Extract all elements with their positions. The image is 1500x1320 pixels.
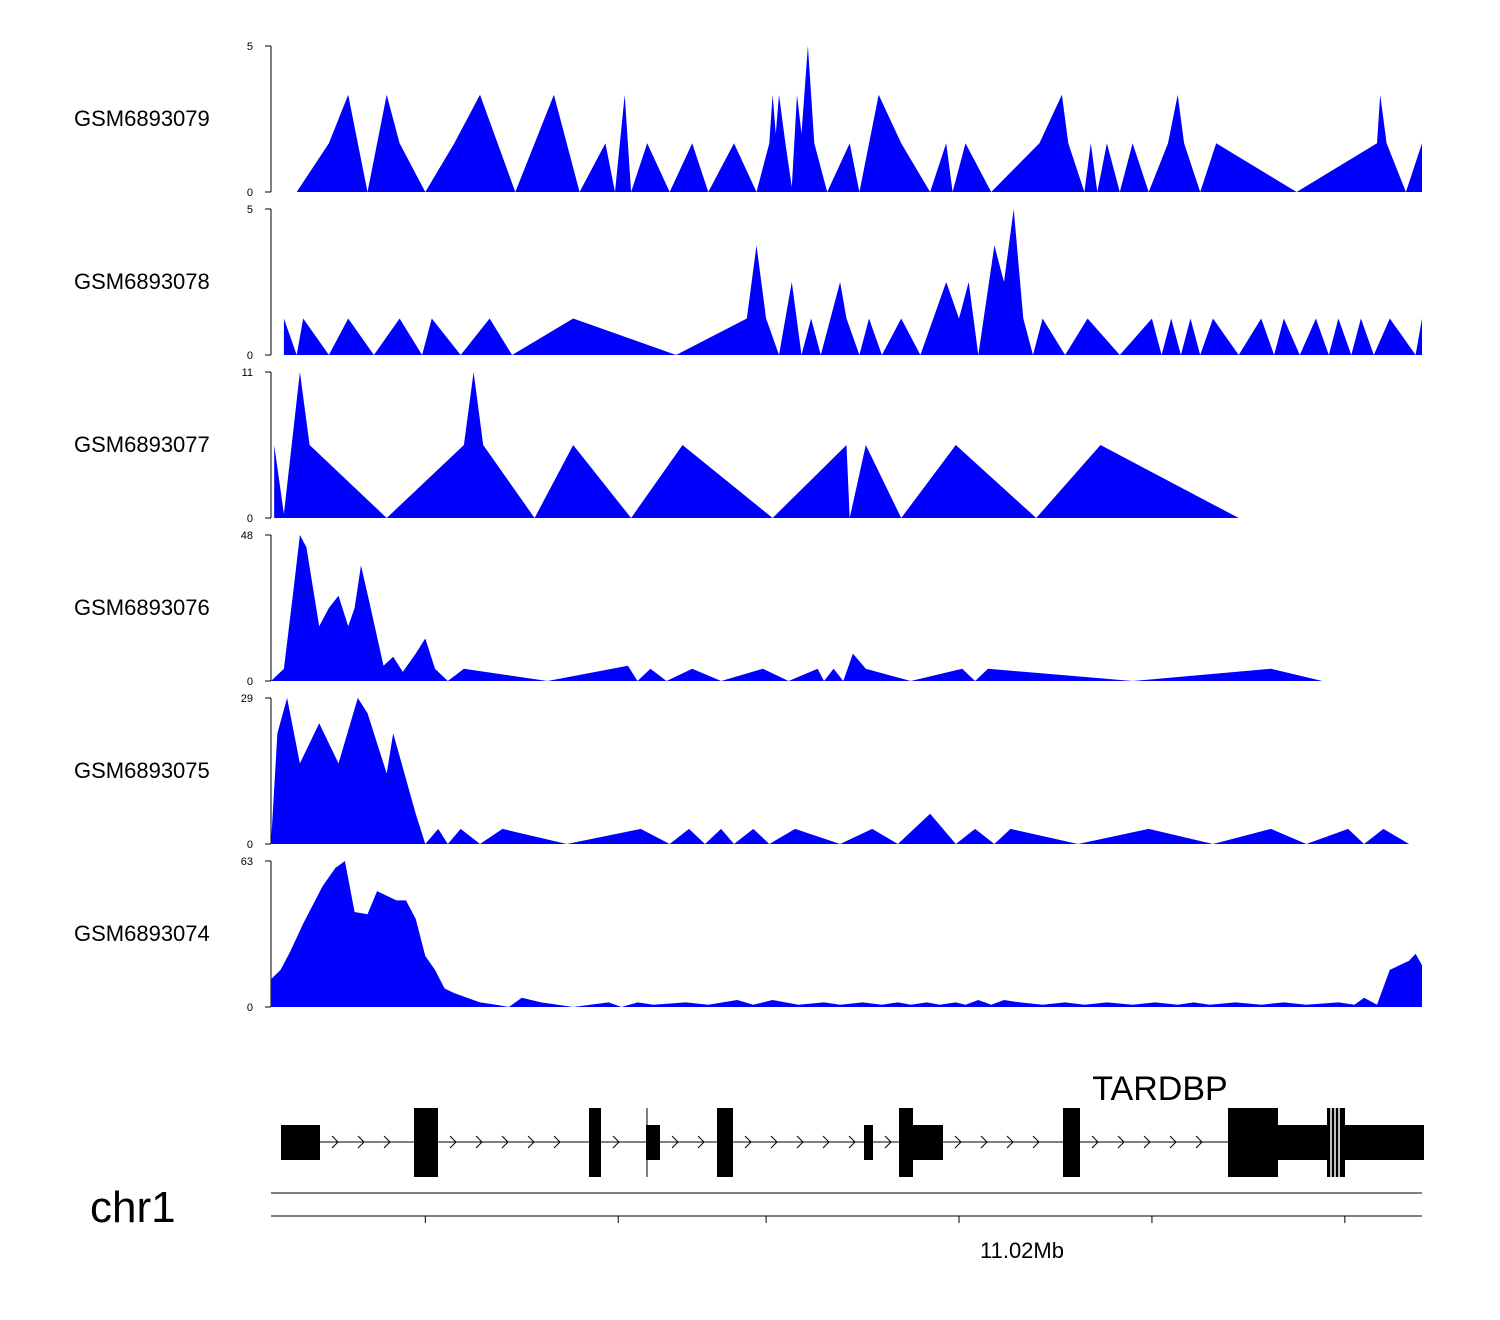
- y-tick-label-min: 0: [247, 1002, 253, 1014]
- y-tick-label-max: 63: [241, 856, 253, 868]
- exon-box: [1327, 1108, 1345, 1177]
- track-GSM6893075: GSM6893075 29 0: [74, 693, 1410, 851]
- gene-model: TARDBP: [281, 1070, 1424, 1177]
- y-tick-label-min: 0: [247, 350, 253, 362]
- signal-tracks: GSM689307950GSM689307850GSM6893077110GSM…: [74, 41, 1423, 1014]
- y-tick-label-min: 0: [247, 676, 253, 688]
- intron-arrow: [848, 1135, 856, 1149]
- exon-box: [899, 1108, 913, 1177]
- intron-arrow: [501, 1135, 509, 1149]
- y-tick-label-max: 11: [242, 367, 253, 379]
- intron-direction-arrows: [331, 1135, 1203, 1149]
- exon-box: [1278, 1125, 1424, 1160]
- exon-box: [1063, 1108, 1080, 1177]
- coordinate-tick-label: 11.02Mb: [980, 1238, 1064, 1263]
- exon-box: [281, 1125, 309, 1160]
- intron-arrow: [331, 1135, 339, 1149]
- exon-box: [717, 1108, 733, 1177]
- track-GSM6893076: GSM6893076 48 0: [74, 530, 1323, 688]
- track-label: GSM6893078: [74, 269, 210, 294]
- intron-arrow: [770, 1135, 778, 1149]
- track-label: GSM6893076: [74, 595, 210, 620]
- chromosome-axis: chr1 11.02Mb: [90, 1183, 1422, 1263]
- intron-arrow: [796, 1135, 804, 1149]
- track-label: GSM6893079: [74, 106, 210, 131]
- exon-box: [414, 1108, 438, 1177]
- exon-box: [646, 1125, 660, 1160]
- track-GSM6893079: GSM6893079 5 0: [74, 41, 1423, 199]
- signal-area: [271, 535, 1323, 681]
- track-label: GSM6893075: [74, 758, 210, 783]
- intron-arrow: [357, 1135, 365, 1149]
- exon-box: [864, 1125, 873, 1160]
- intron-arrow: [1032, 1135, 1040, 1149]
- exon-boxes: [281, 1108, 1424, 1177]
- gene-name-label: TARDBP: [1092, 1070, 1227, 1108]
- intron-arrow: [612, 1135, 620, 1149]
- track-GSM6893078: GSM6893078 5 0: [74, 204, 1422, 362]
- intron-arrow: [697, 1135, 705, 1149]
- intron-arrow: [822, 1135, 830, 1149]
- intron-arrow: [475, 1135, 483, 1149]
- track-label: GSM6893077: [74, 432, 210, 457]
- intron-arrow: [1169, 1135, 1177, 1149]
- y-tick-label-min: 0: [247, 187, 253, 199]
- intron-arrow: [527, 1135, 535, 1149]
- signal-area: [283, 209, 1422, 355]
- y-tick-label-max: 5: [247, 204, 253, 216]
- coordinate-ticks: [424, 1216, 1346, 1223]
- y-tick-label-min: 0: [247, 513, 253, 525]
- y-tick-label-max: 48: [241, 530, 253, 542]
- track-label: GSM6893074: [74, 921, 210, 946]
- intron-arrow: [980, 1135, 988, 1149]
- y-tick-label-min: 0: [247, 839, 253, 851]
- signal-area: [271, 698, 1410, 844]
- intron-arrow: [884, 1135, 892, 1149]
- exon-box: [913, 1125, 943, 1160]
- intron-arrow: [1006, 1135, 1014, 1149]
- signal-area: [274, 372, 1239, 518]
- exon-box: [1228, 1108, 1278, 1177]
- signal-area: [296, 46, 1423, 192]
- intron-arrow: [1091, 1135, 1099, 1149]
- intron-arrow: [1143, 1135, 1151, 1149]
- intron-arrow: [383, 1135, 391, 1149]
- y-tick-label-max: 5: [247, 41, 253, 53]
- intron-arrow: [449, 1135, 457, 1149]
- intron-arrow: [1117, 1135, 1125, 1149]
- chromosome-label: chr1: [90, 1183, 176, 1232]
- signal-area: [271, 861, 1422, 1007]
- y-tick-label-max: 29: [241, 693, 253, 705]
- intron-arrow: [1195, 1135, 1203, 1149]
- intron-arrow: [553, 1135, 561, 1149]
- intron-arrow: [744, 1135, 752, 1149]
- intron-arrow: [954, 1135, 962, 1149]
- exon-box: [589, 1108, 601, 1177]
- track-GSM6893077: GSM6893077 11 0: [74, 367, 1239, 525]
- exon-box: [309, 1125, 320, 1160]
- track-GSM6893074: GSM6893074 63 0: [74, 856, 1422, 1014]
- intron-arrow: [671, 1135, 679, 1149]
